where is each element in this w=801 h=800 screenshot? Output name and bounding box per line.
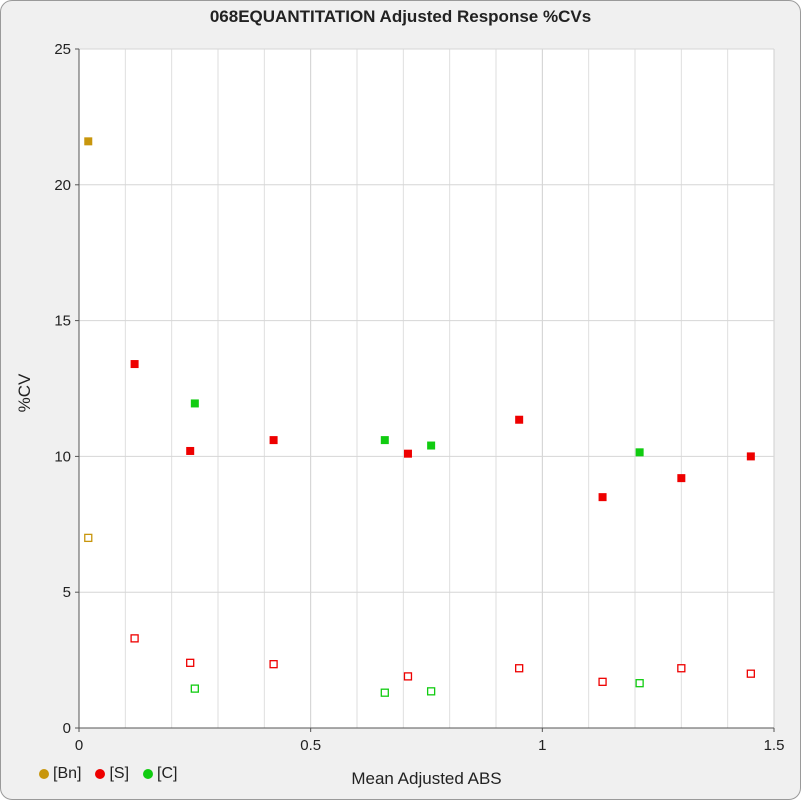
x-tick-label: 0 — [75, 737, 83, 754]
y-tick-label: 10 — [54, 448, 71, 465]
chart-title: 068EQUANTITATION Adjusted Response %CVs — [209, 7, 592, 26]
data-point-open — [426, 687, 436, 696]
legend-marker-icon — [39, 769, 49, 779]
y-axis-label: %CV — [15, 373, 34, 413]
x-tick-label: 1 — [538, 737, 546, 754]
data-point-filled — [746, 452, 755, 461]
data-point-open — [403, 672, 413, 681]
data-point-filled — [84, 137, 93, 146]
legend-entry: [S] — [95, 765, 129, 783]
legend-label: [S] — [109, 765, 130, 782]
legend-label: [Bn] — [53, 765, 82, 782]
data-point-open — [635, 679, 644, 688]
data-point-filled — [427, 441, 436, 450]
x-tick-label: 1.5 — [764, 737, 785, 754]
plot-background — [79, 49, 774, 728]
y-tick-label: 15 — [54, 313, 71, 330]
y-tick-label: 5 — [63, 584, 71, 601]
legend-entry: [C] — [143, 765, 177, 783]
data-point-filled — [635, 448, 644, 457]
data-point-open — [677, 664, 686, 673]
data-point-filled — [190, 399, 199, 408]
y-tick-label: 0 — [63, 720, 71, 737]
legend-marker-icon — [143, 769, 154, 779]
data-point-filled — [130, 360, 139, 369]
data-point-open — [84, 533, 93, 543]
data-point-open — [130, 634, 139, 643]
data-point-open — [598, 677, 607, 686]
data-point-open — [269, 660, 278, 669]
data-point-filled — [515, 415, 524, 424]
legend-entry: [Bn] — [39, 765, 81, 783]
data-point-filled — [269, 436, 278, 445]
data-point-open — [190, 684, 199, 693]
data-point-open — [186, 658, 195, 667]
x-tick-label: 0.5 — [300, 737, 321, 754]
y-tick-label: 25 — [54, 41, 71, 58]
data-point-filled — [677, 474, 686, 483]
x-axis-label: Mean Adjusted ABS — [351, 769, 502, 788]
y-tick-label: 20 — [54, 177, 71, 194]
legend-marker-icon — [95, 769, 106, 779]
data-point-filled — [186, 446, 195, 455]
data-point-open — [746, 669, 755, 678]
legend: [Bn] [S] [C] — [39, 765, 177, 783]
data-point-filled — [403, 449, 412, 458]
legend-label: [C] — [157, 765, 178, 782]
data-point-open — [380, 688, 389, 697]
data-point-filled — [380, 436, 389, 445]
data-point-filled — [598, 493, 607, 502]
data-point-open — [515, 664, 524, 673]
